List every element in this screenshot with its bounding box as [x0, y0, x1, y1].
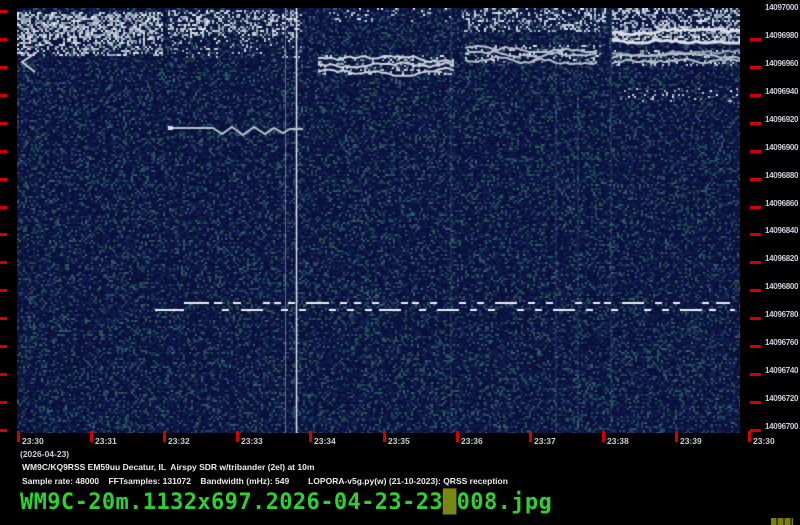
time-tick-label: 23:30 [753, 436, 775, 446]
time-tick-label: 23:38 [607, 436, 629, 446]
time-tick [456, 431, 459, 442]
freq-tick-left [0, 401, 7, 404]
freq-tick-right [750, 345, 761, 348]
freq-tick-left [0, 261, 7, 264]
time-tick [675, 431, 678, 442]
freq-tick-right [750, 66, 761, 69]
freq-tick-label: 14096720 [765, 394, 799, 403]
freq-tick-right [750, 233, 761, 236]
freq-tick-right [750, 122, 761, 125]
time-tick-label: 23:31 [95, 436, 117, 446]
freq-tick-left [0, 373, 7, 376]
time-tick [236, 431, 239, 442]
freq-tick-label: 14096780 [765, 310, 799, 319]
time-tick-label: 23:39 [680, 436, 702, 446]
freq-tick-right [750, 178, 761, 181]
freq-tick-label: 14096920 [765, 115, 799, 124]
freq-tick-left [0, 94, 7, 97]
time-tick-label: 23:36 [461, 436, 483, 446]
time-tick-label: 23:33 [241, 436, 263, 446]
freq-tick-left [0, 206, 7, 209]
filename-prefix: WM9C-20m.1132x697.2026-04-23-23 [20, 490, 443, 515]
time-tick [383, 431, 386, 442]
freq-tick-left [0, 289, 7, 292]
time-tick [529, 431, 532, 442]
freq-tick-label: 14096860 [765, 199, 799, 208]
time-tick [90, 431, 93, 442]
corner-artifact-block [771, 518, 793, 525]
freq-tick-left [0, 317, 7, 320]
freq-tick-right [750, 94, 761, 97]
filename-suffix: 008.jpg [456, 490, 553, 515]
freq-tick-right [750, 317, 761, 320]
freq-tick-label: 14096880 [765, 171, 799, 180]
freq-tick-right [750, 261, 761, 264]
freq-tick-label: 14096960 [765, 59, 799, 68]
freq-tick-right [750, 429, 761, 432]
freq-tick-left [0, 429, 7, 432]
freq-tick-label: 14096840 [765, 226, 799, 235]
time-tick-label: 23:32 [168, 436, 190, 446]
freq-tick-label: 14096800 [765, 282, 799, 291]
time-tick-label: 23:34 [314, 436, 336, 446]
filename-overlay: WM9C-20m.1132x697.2026-04-23-23█008.jpg [20, 490, 552, 515]
freq-tick-left [0, 38, 7, 41]
freq-tick-right [750, 150, 761, 153]
freq-tick-left [0, 150, 7, 153]
freq-tick-right [750, 401, 761, 404]
freq-tick-right [750, 206, 761, 209]
time-tick-label: 23:30 [22, 436, 44, 446]
freq-tick-right [750, 373, 761, 376]
time-tick [748, 431, 751, 442]
time-tick-label: 23:35 [388, 436, 410, 446]
time-tick [17, 431, 20, 442]
freq-tick-right [750, 38, 761, 41]
freq-tick-label: 14096820 [765, 254, 799, 263]
freq-tick-label: 14097000 [765, 3, 799, 12]
freq-tick-left [0, 345, 7, 348]
waterfall-spectrogram [17, 8, 740, 433]
freq-tick-label: 14096980 [765, 31, 799, 40]
station-info-line1: WM9C/KQ9RSS EM59uu Decatur, IL Airspy SD… [22, 462, 315, 472]
freq-tick-left [0, 10, 7, 13]
time-tick [163, 431, 166, 442]
time-tick [309, 431, 312, 442]
filename-cursor-block: █ [443, 490, 457, 515]
freq-tick-left [0, 233, 7, 236]
freq-tick-label: 14096700 [765, 422, 799, 431]
freq-tick-label: 14096940 [765, 87, 799, 96]
date-label: (2026-04-23) [20, 449, 70, 459]
station-info-line2: Sample rate: 48000 FFTsamples: 131072 Ba… [22, 476, 508, 486]
time-tick [602, 431, 605, 442]
freq-tick-label: 14096740 [765, 366, 799, 375]
freq-tick-right [750, 289, 761, 292]
freq-tick-label: 14096760 [765, 338, 799, 347]
freq-tick-label: 14096900 [765, 143, 799, 152]
freq-tick-left [0, 178, 7, 181]
freq-tick-left [0, 122, 7, 125]
time-tick-label: 23:37 [534, 436, 556, 446]
freq-tick-left [0, 66, 7, 69]
